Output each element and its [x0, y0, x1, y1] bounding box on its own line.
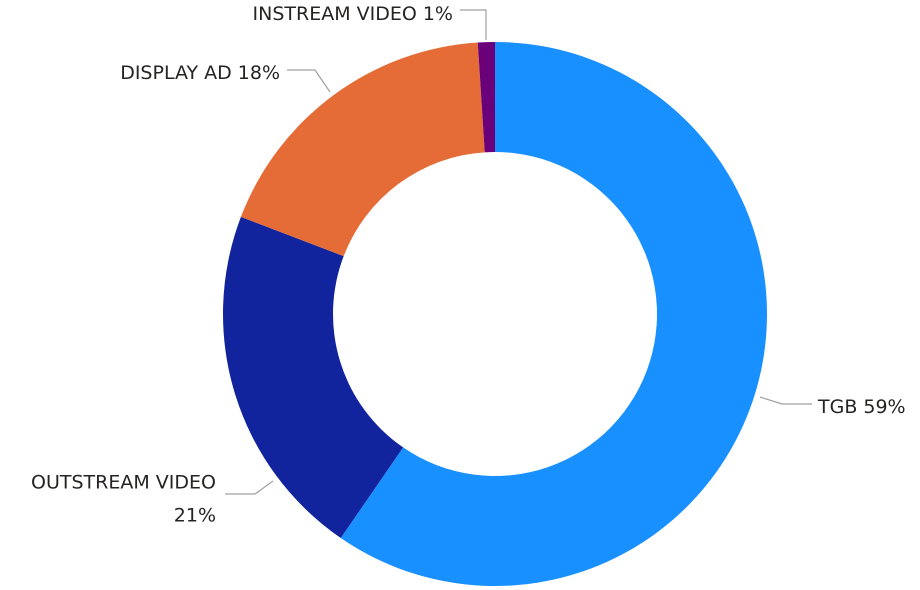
slice-value-label: 59% — [863, 396, 905, 418]
slice-value-label: 18% — [238, 62, 280, 84]
slice-value-label: 1% — [423, 3, 453, 25]
slice-category-label: DISPLAY AD — [120, 62, 232, 84]
donut-slice — [340, 42, 767, 586]
donut-slice — [223, 216, 404, 539]
leader-line — [460, 9, 487, 40]
slice-category-label: TGB — [817, 396, 857, 418]
slice-category-label: OUTSTREAM VIDEO — [31, 472, 216, 494]
leader-line — [759, 396, 812, 405]
slice-label: INSTREAM VIDEO 1% — [253, 3, 453, 25]
slice-category-label: INSTREAM VIDEO — [253, 3, 417, 25]
leader-line — [287, 69, 331, 93]
slice-label: DISPLAY AD 18% — [120, 62, 280, 84]
donut-slice — [477, 42, 495, 153]
donut-slice — [240, 42, 485, 257]
slice-label: TGB 59% — [817, 396, 906, 418]
slice-value-label: 21% — [174, 505, 216, 527]
leader-line — [225, 480, 274, 495]
